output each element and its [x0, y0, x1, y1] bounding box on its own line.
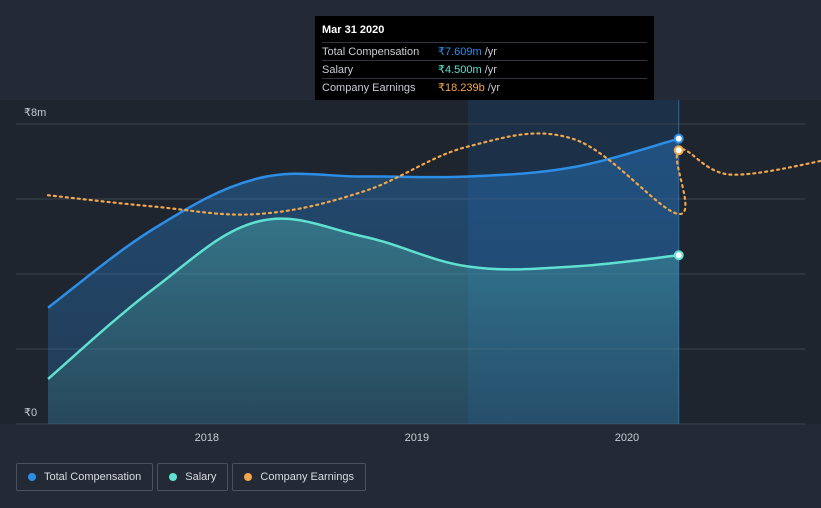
tooltip-row-salary: Salary ₹4.500m /yr: [322, 60, 647, 78]
tooltip-value: ₹18.239b: [438, 82, 485, 94]
legend-label: Total Compensation: [44, 471, 142, 483]
legend-dot-icon: [28, 473, 36, 481]
tooltip-value: ₹7.609m: [438, 46, 482, 58]
salary-line: [47, 217, 679, 380]
tooltip-row-total-compensation: Total Compensation ₹7.609m /yr: [322, 42, 647, 60]
legend-dot-icon: [244, 473, 253, 481]
tooltip-unit: /yr: [484, 45, 497, 58]
legend-item-total-compensation[interactable]: Total Compensation: [16, 463, 154, 491]
x-tick-label: 2018: [195, 432, 219, 444]
total-compensation-line: [47, 137, 680, 309]
legend-label: Company Earnings: [260, 471, 354, 483]
tooltip-unit: /yr: [484, 63, 497, 76]
tooltip-label: Salary: [322, 63, 354, 76]
tooltip-unit: /yr: [487, 81, 500, 94]
y-tick-label-bottom: ₹0: [24, 407, 37, 419]
total-compensation-point: [673, 133, 684, 144]
x-tick-label: 2019: [405, 432, 429, 444]
tooltip-row-company-earnings: Company Earnings ₹18.239b /yr: [322, 78, 647, 96]
tooltip-label: Total Compensation: [322, 45, 420, 58]
company-earnings-line: [46, 132, 821, 216]
salary-point: [673, 250, 684, 261]
tooltip-date: Mar 31 2020: [322, 24, 385, 36]
company-earnings-point: [673, 145, 684, 156]
x-tick-label: 2020: [615, 432, 639, 444]
tooltip: Mar 31 2020 Total Compensation ₹7.609m /…: [315, 16, 654, 100]
tooltip-label: Company Earnings: [322, 81, 416, 94]
y-tick-label-top: ₹8m: [24, 107, 46, 119]
legend-item-salary[interactable]: Salary: [157, 463, 229, 491]
legend: Total Compensation Salary Company Earnin…: [16, 463, 366, 491]
legend-item-company-earnings[interactable]: Company Earnings: [232, 463, 366, 491]
legend-dot-icon: [169, 473, 178, 481]
legend-label: Salary: [185, 471, 217, 483]
tooltip-value: ₹4.500m: [438, 64, 482, 76]
